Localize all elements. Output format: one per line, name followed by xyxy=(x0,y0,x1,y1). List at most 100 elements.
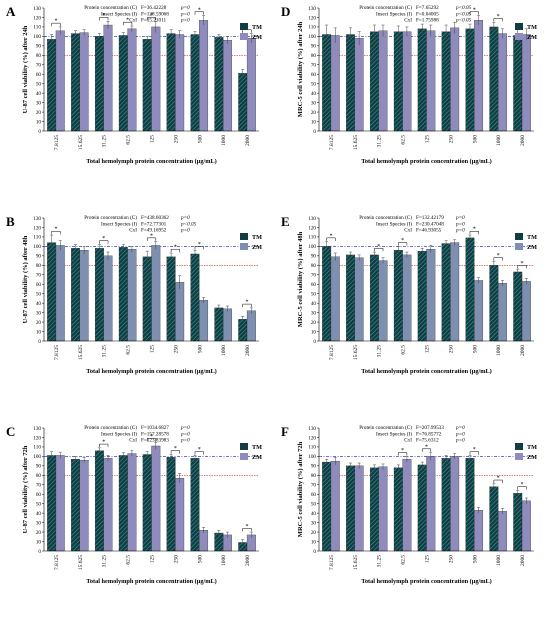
bar-tm xyxy=(47,39,57,132)
y-tick-label: 50 xyxy=(311,81,317,87)
bar-tm xyxy=(166,33,176,132)
x-tick-label: 31.25 xyxy=(377,345,383,358)
x-tick-label: 125 xyxy=(425,555,431,564)
bar-zm xyxy=(175,282,185,342)
x-tick-label: 125 xyxy=(150,135,156,144)
panel-letter: E xyxy=(281,214,290,229)
significance-star: * xyxy=(401,448,404,454)
stats-label: CxI xyxy=(129,228,137,234)
significance-star: * xyxy=(377,244,380,250)
significance-bracket xyxy=(194,11,204,15)
legend-swatch-tm xyxy=(515,443,523,450)
y-tick-label: 0 xyxy=(313,339,316,345)
bar-zm xyxy=(521,34,531,132)
legend-swatch-zm xyxy=(240,453,248,460)
y-tick-label: 60 xyxy=(311,282,317,288)
panel-letter: A xyxy=(6,4,16,19)
significance-bracket xyxy=(469,230,479,235)
panel-c: C 0 10 20 30 40 50 60 70 80 90 100 110 120 130 U-87 cel… xyxy=(6,424,262,585)
x-tick-label: 125 xyxy=(425,345,431,354)
y-tick-label: 0 xyxy=(313,129,316,135)
x-tick-label: 125 xyxy=(150,345,156,354)
stats-p-value: p=0 xyxy=(180,11,190,17)
bar-zm xyxy=(521,500,531,552)
bar-tm xyxy=(47,455,57,552)
x-tick-label: 15.625 xyxy=(78,345,84,360)
significance-bracket xyxy=(469,11,479,15)
bar-zm xyxy=(330,35,340,132)
bar-zm xyxy=(402,254,412,342)
x-tick-label: 2000 xyxy=(245,555,251,566)
bar-tm xyxy=(214,307,224,342)
significance-star: * xyxy=(473,7,476,13)
stats-f-value: F=128.59068 xyxy=(141,11,169,17)
x-tick-label: 500 xyxy=(472,555,478,564)
significance-star: * xyxy=(473,227,476,233)
y-tick-label: 30 xyxy=(311,310,317,316)
y-tick-label: 110 xyxy=(33,235,41,241)
x-tick-label: 62.5 xyxy=(401,345,407,355)
significance-bracket xyxy=(99,17,109,21)
y-tick-label: 30 xyxy=(36,100,42,106)
y-tick-label: 0 xyxy=(313,549,316,555)
x-tick-label: 62.5 xyxy=(126,555,132,565)
significance-bracket xyxy=(170,248,180,253)
x-tick-label: 1000 xyxy=(221,345,227,356)
legend-swatch-tm xyxy=(240,233,248,240)
significance-bracket xyxy=(194,451,204,455)
x-tick-label: 2000 xyxy=(520,345,526,356)
bar-tm xyxy=(346,34,355,132)
bar-zm xyxy=(55,30,65,132)
y-tick-label: 10 xyxy=(311,329,317,335)
significance-star: * xyxy=(198,447,201,453)
stats-f-value: F=207.99533 xyxy=(416,425,444,431)
panel-letter: C xyxy=(6,424,15,439)
y-tick-label: 80 xyxy=(36,473,42,479)
y-tick-label: 100 xyxy=(33,244,41,250)
x-tick-label: 7.8125 xyxy=(329,555,335,570)
legend-label-zm: ZM xyxy=(252,454,262,461)
bar-tm xyxy=(346,254,355,342)
bar-tm xyxy=(118,247,128,342)
significance-star: * xyxy=(126,18,129,24)
x-axis-label: Total hemolymph protein concentration (μ… xyxy=(361,368,492,375)
bar-tm xyxy=(322,246,332,342)
bar-zm xyxy=(378,260,388,342)
bar-zm xyxy=(151,245,161,342)
legend-swatch-zm xyxy=(240,33,248,40)
bar-tm xyxy=(71,33,80,132)
significance-star: * xyxy=(102,440,105,446)
y-tick-label: 0 xyxy=(38,549,41,555)
significance-star: * xyxy=(246,524,249,530)
x-tick-label: 125 xyxy=(425,135,431,144)
bar-zm xyxy=(450,27,460,132)
significance-star: * xyxy=(54,19,57,25)
y-tick-label: 30 xyxy=(311,520,317,526)
x-tick-label: 2000 xyxy=(245,345,251,356)
y-tick-label: 40 xyxy=(36,301,42,307)
y-tick-label: 90 xyxy=(36,44,42,50)
bar-tm xyxy=(465,458,475,552)
y-tick-label: 90 xyxy=(311,464,317,470)
bar-zm xyxy=(199,20,209,132)
y-tick-label: 40 xyxy=(311,511,317,517)
y-tick-label: 130 xyxy=(33,426,41,432)
x-tick-label: 500 xyxy=(197,345,203,354)
bar-zm xyxy=(354,257,364,342)
significance-star: * xyxy=(54,227,57,233)
significance-bracket xyxy=(51,230,61,235)
x-axis-label: Total hemolymph protein concentration (μ… xyxy=(361,158,492,165)
legend-swatch-zm xyxy=(515,243,523,250)
significance-star: * xyxy=(150,233,153,239)
stats-label: CxI xyxy=(404,18,412,24)
stats-p-value: p<0.05 xyxy=(180,221,197,227)
y-tick-label: 70 xyxy=(36,483,42,489)
bar-zm xyxy=(426,456,436,552)
legend-swatch-zm xyxy=(515,33,523,40)
y-axis-label: U-87 cell viability (%) after 24h xyxy=(22,25,29,113)
legend-swatch-tm xyxy=(515,233,523,240)
significance-bracket xyxy=(517,486,527,490)
y-tick-label: 110 xyxy=(33,445,41,451)
x-tick-label: 31.25 xyxy=(102,345,108,358)
bar-zm xyxy=(103,255,113,342)
